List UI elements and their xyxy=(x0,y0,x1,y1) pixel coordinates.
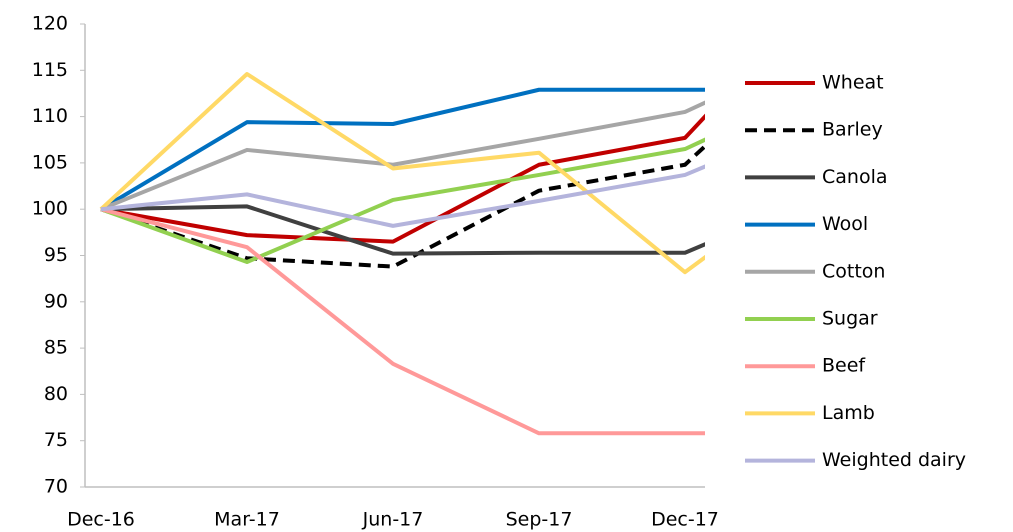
legend-label: Canola xyxy=(822,166,888,188)
y-tick-label: 70 xyxy=(44,476,68,498)
x-tick-label: Sep-17 xyxy=(506,509,573,531)
x-tick-label: Jun-17 xyxy=(362,509,424,531)
y-tick-label: 95 xyxy=(44,244,68,266)
series-line xyxy=(100,137,705,264)
y-tick-label: 110 xyxy=(32,105,68,127)
legend-label: Cotton xyxy=(822,260,885,282)
y-tick-label: 115 xyxy=(32,59,68,81)
y-tick-label: 120 xyxy=(32,13,68,35)
series-line xyxy=(99,72,705,275)
series-line xyxy=(100,113,705,244)
series-line xyxy=(100,143,705,269)
y-tick-label: 80 xyxy=(44,383,68,405)
series-line xyxy=(100,164,705,228)
series-line xyxy=(100,204,705,256)
y-tick-label: 90 xyxy=(44,290,68,312)
y-tick-label: 85 xyxy=(44,337,68,359)
plot-area xyxy=(99,72,705,436)
y-tick-label: 100 xyxy=(32,198,68,220)
y-tick-label: 75 xyxy=(44,429,68,451)
legend-label: Beef xyxy=(822,355,866,377)
legend-label: Weighted dairy xyxy=(822,449,966,471)
legend-label: Sugar xyxy=(822,308,878,330)
x-tick-label: Mar-17 xyxy=(214,509,280,531)
y-tick-label: 105 xyxy=(32,151,68,173)
legend-label: Wheat xyxy=(822,72,884,94)
legend-label: Wool xyxy=(822,213,868,235)
series-line xyxy=(99,87,705,211)
series-line xyxy=(100,100,705,212)
legend-label: Barley xyxy=(822,119,883,141)
x-tick-label: Dec-16 xyxy=(67,509,135,531)
series-line xyxy=(100,207,705,436)
x-tick-label: Dec-17 xyxy=(651,509,719,531)
legend-label: Lamb xyxy=(822,402,875,424)
